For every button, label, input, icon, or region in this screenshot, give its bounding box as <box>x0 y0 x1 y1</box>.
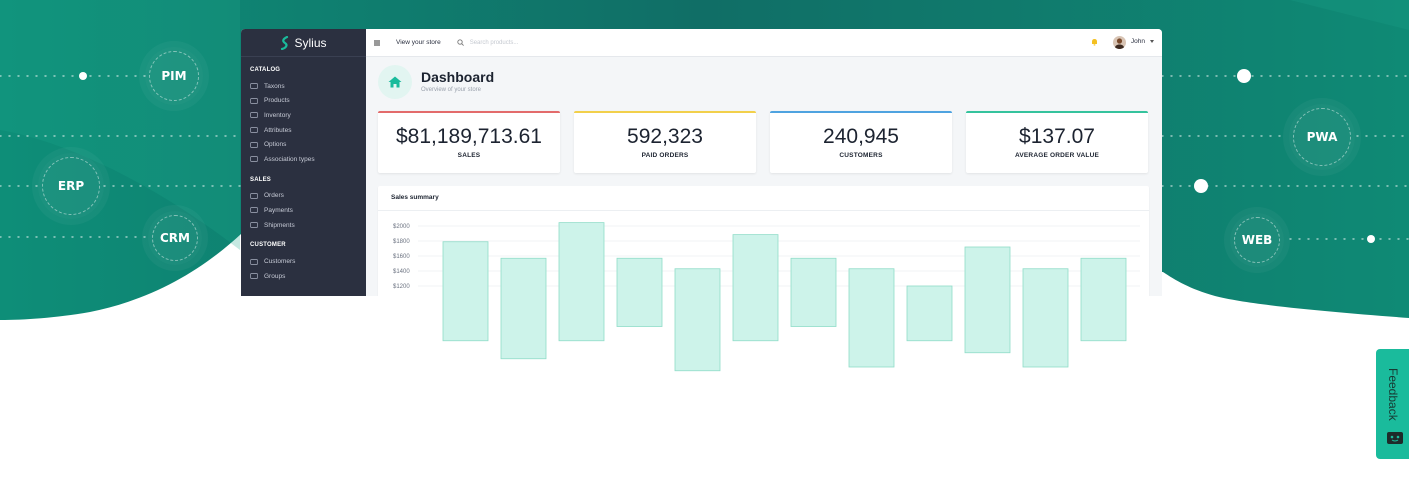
chevron-down-icon[interactable] <box>1150 40 1154 43</box>
cubes-icon <box>250 127 258 134</box>
cube-icon <box>250 97 258 104</box>
sidebar-item-options[interactable]: Options <box>241 137 366 152</box>
list-icon <box>250 156 258 163</box>
y-tick-label: $1400 <box>393 269 410 275</box>
sidebar-item-groups[interactable]: Groups <box>241 269 366 284</box>
sidebar-menu: CATALOG Taxons Products Inventory Attributes… <box>241 67 366 284</box>
feedback-tab[interactable]: Feedback <box>1376 349 1409 459</box>
chart-bar[interactable] <box>906 285 953 342</box>
chart-bar[interactable] <box>732 234 779 342</box>
sales-summary-title: Sales summary <box>378 186 1149 211</box>
users-icon <box>250 258 258 265</box>
sidebar-item-label: Products <box>264 97 290 105</box>
sidebar-item-label: Orders <box>264 192 284 200</box>
search-icon <box>457 39 464 46</box>
sidebar-section-title: SALES <box>250 176 272 183</box>
connector-dot <box>79 72 87 80</box>
stat-card-paid-orders: 592,323 PAID ORDERS <box>574 111 756 173</box>
chart-bar[interactable] <box>790 257 837 327</box>
stat-label: AVERAGE ORDER VALUE <box>1014 152 1100 159</box>
chart-bar[interactable] <box>442 241 489 342</box>
sidebar-item-products[interactable]: Products <box>241 94 366 109</box>
stat-card-average-order-value: $137.07 AVERAGE ORDER VALUE <box>966 111 1148 173</box>
y-tick-label: $2000 <box>393 224 410 230</box>
folder-icon <box>250 83 258 90</box>
connector-dot <box>1237 69 1251 83</box>
stat-label: PAID ORDERS <box>641 152 689 159</box>
stat-value: $81,189,713.61 <box>396 125 542 148</box>
sidebar-item-customers[interactable]: Customers <box>241 254 366 269</box>
stat-label: CUSTOMERS <box>839 152 883 159</box>
stat-value: 592,323 <box>627 125 703 148</box>
sidebar-item-label: Association types <box>264 155 315 163</box>
sidebar-item-label: Shipments <box>264 221 295 229</box>
connector-dot <box>1194 179 1208 193</box>
cart-icon <box>250 192 258 199</box>
sidebar-item-payments[interactable]: Payments <box>241 203 366 218</box>
home-icon <box>388 76 402 88</box>
chart-bar[interactable] <box>1022 268 1069 368</box>
stat-card-sales: $81,189,713.61 SALES <box>378 111 560 173</box>
stat-label: SALES <box>457 152 481 159</box>
sidebar-item-taxons[interactable]: Taxons <box>241 79 366 94</box>
node-pim: PIM <box>145 47 203 105</box>
chart-bar[interactable] <box>616 257 663 327</box>
stat-value: 240,945 <box>823 125 899 148</box>
chart-bar[interactable] <box>500 257 547 360</box>
node-erp: ERP <box>38 153 104 219</box>
user-name[interactable]: John <box>1130 38 1145 45</box>
sidebar-section-title: CATALOG <box>250 67 281 73</box>
feedback-label: Feedback <box>1386 367 1400 421</box>
y-tick-label: $1800 <box>393 239 410 245</box>
sidebar-item-label: Options <box>264 141 287 149</box>
brand-logo[interactable]: Sylius <box>241 29 366 57</box>
search-input[interactable]: Search products... <box>469 39 519 46</box>
page-title: Dashboard <box>421 69 495 85</box>
chart-bar[interactable] <box>558 222 605 342</box>
y-tick-label: $1200 <box>393 284 410 290</box>
bell-icon[interactable] <box>1091 38 1098 46</box>
feedback-icon <box>1387 432 1403 444</box>
view-store-link[interactable]: View your store <box>396 39 441 46</box>
chart-bar[interactable] <box>964 246 1011 354</box>
sidebar: Sylius CATALOG Taxons Products Inventory Att… <box>241 29 366 296</box>
page-subtitle: Overview of your store <box>421 87 482 93</box>
sidebar-item-association-types[interactable]: Association types <box>241 152 366 167</box>
sidebar-item-attributes[interactable]: Attributes <box>241 123 366 138</box>
topbar: View your store Search products... John <box>366 29 1162 57</box>
sylius-logo-icon <box>281 35 289 50</box>
home-badge <box>378 65 412 99</box>
sidebar-item-label: Inventory <box>264 111 291 119</box>
node-crm: CRM <box>148 211 202 265</box>
hamburger-icon[interactable] <box>374 40 380 46</box>
avatar-icon <box>1114 38 1125 49</box>
sidebar-section-title: CUSTOMER <box>250 242 286 249</box>
sidebar-item-label: Taxons <box>264 82 285 90</box>
node-web: WEB <box>1230 213 1284 267</box>
brand-name: Sylius <box>294 35 327 50</box>
truck-icon <box>250 222 258 228</box>
sidebar-item-inventory[interactable]: Inventory <box>241 108 366 123</box>
options-icon <box>250 141 258 148</box>
chart-bar[interactable] <box>848 268 895 368</box>
avatar[interactable] <box>1113 36 1126 49</box>
connector-dot <box>1367 235 1375 243</box>
sidebar-item-label: Groups <box>264 272 286 280</box>
chart-bar[interactable] <box>674 268 721 372</box>
sidebar-item-label: Customers <box>264 258 296 266</box>
chart-bar[interactable] <box>1080 257 1127 342</box>
search-bar[interactable]: Search products... <box>457 39 519 46</box>
payment-icon <box>250 207 258 214</box>
sidebar-item-orders[interactable]: Orders <box>241 189 366 204</box>
archive-icon <box>250 273 258 280</box>
sales-chart: $2000 $1800 $1600 $1400 $1200 <box>393 222 1140 372</box>
node-pwa: PWA <box>1289 104 1355 170</box>
stat-value: $137.07 <box>1019 125 1095 148</box>
history-icon <box>250 112 258 119</box>
stat-card-customers: 240,945 CUSTOMERS <box>770 111 952 173</box>
sidebar-item-shipments[interactable]: Shipments <box>241 218 366 233</box>
sidebar-item-label: Attributes <box>264 126 292 134</box>
y-tick-label: $1600 <box>393 254 410 260</box>
sidebar-item-label: Payments <box>264 206 293 214</box>
